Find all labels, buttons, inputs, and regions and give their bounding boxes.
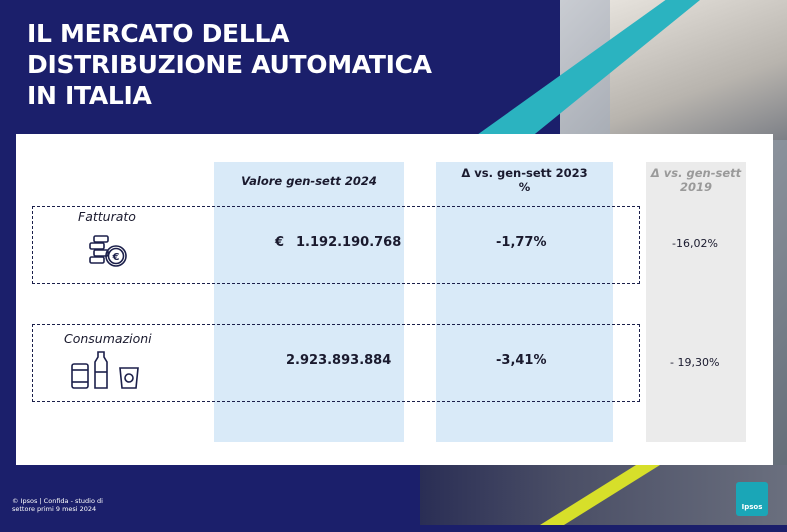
header-delta-2019-line1: Δ vs. gen-sett bbox=[650, 166, 742, 180]
fatturato-currency: € bbox=[275, 235, 285, 250]
page-title: IL MERCATO DELLA DISTRIBUZIONE AUTOMATIC… bbox=[27, 18, 432, 111]
title-line-3: IN ITALIA bbox=[27, 81, 152, 110]
consumazioni-delta-2019: - 19,30% bbox=[670, 356, 720, 369]
header-delta-2019-line2: 2019 bbox=[679, 180, 712, 194]
column-value-2024 bbox=[214, 162, 404, 442]
title-line-2: DISTRIBUZIONE AUTOMATICA bbox=[27, 50, 432, 79]
title-line-1: IL MERCATO DELLA bbox=[27, 19, 290, 48]
fatturato-delta-2019: -16,02% bbox=[672, 237, 718, 250]
drinks-icon bbox=[70, 350, 146, 396]
header-delta-2019: Δ vs. gen-sett 2019 bbox=[646, 166, 746, 194]
consumazioni-delta-2023: -3,41% bbox=[496, 353, 547, 368]
row-label-consumazioni: Consumazioni bbox=[64, 331, 152, 346]
svg-text:€: € bbox=[112, 252, 120, 263]
header-delta-2023-line1: Δ vs. gen-sett 2023 bbox=[461, 166, 588, 180]
footer-copyright: © Ipsos | Confida - studio di settore pr… bbox=[12, 497, 103, 513]
data-table-panel: Valore gen-sett 2024 Δ vs. gen-sett 2023… bbox=[16, 134, 773, 465]
table-row-fatturato bbox=[32, 206, 640, 284]
fatturato-value: 1.192.190.768 bbox=[296, 235, 402, 250]
header-value-2024: Valore gen-sett 2024 bbox=[241, 174, 377, 188]
ipsos-logo: Ipsos bbox=[736, 482, 768, 516]
column-delta-2019 bbox=[646, 162, 746, 442]
header-delta-2023-line2: % bbox=[518, 180, 531, 194]
consumazioni-value: 2.923.893.884 bbox=[286, 353, 392, 368]
column-delta-2023 bbox=[436, 162, 613, 442]
coins-euro-icon: € bbox=[88, 230, 130, 274]
header-delta-2023: Δ vs. gen-sett 2023 % bbox=[436, 166, 613, 194]
fatturato-delta-2023: -1,77% bbox=[496, 235, 547, 250]
table-row-consumazioni bbox=[32, 324, 640, 402]
row-label-fatturato: Fatturato bbox=[78, 209, 136, 224]
